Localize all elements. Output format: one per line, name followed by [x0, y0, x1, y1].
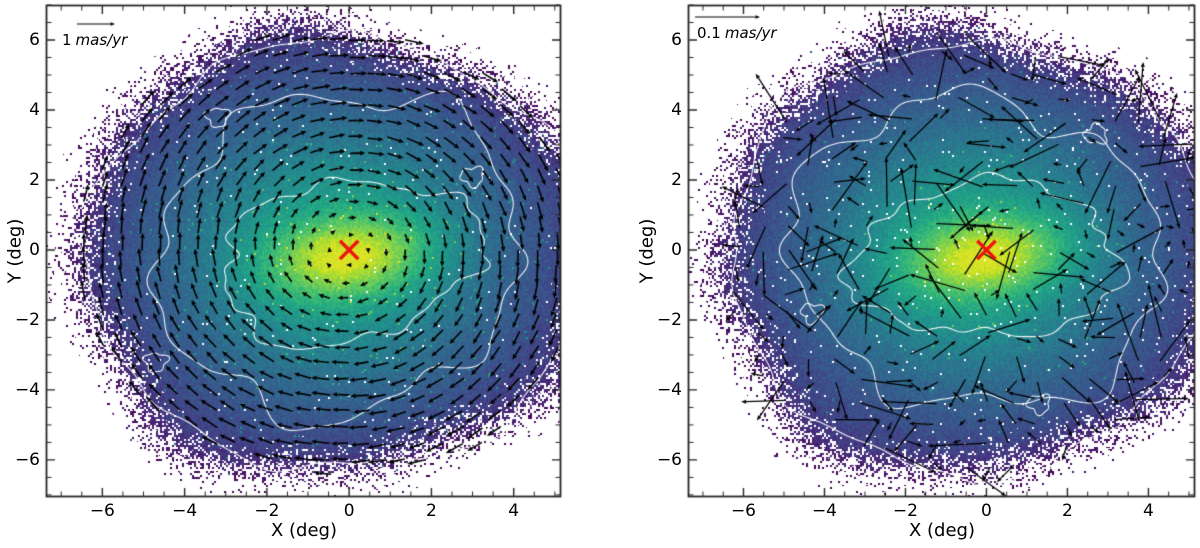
x-tick-label: 0 [981, 501, 992, 521]
quiver-key-right-value: 0.1 [697, 24, 721, 42]
x-tick-label: −2 [254, 501, 280, 521]
y-tick-label: −2 [656, 309, 682, 330]
y-tick-label: −2 [14, 309, 40, 330]
x-tick-label: 2 [426, 501, 437, 521]
y-tick-label: 0 [671, 239, 682, 260]
quiver-key-right: 0.1 mas/yr [697, 24, 777, 42]
y-tick-label: −6 [656, 449, 682, 470]
y-tick-label: −6 [14, 449, 40, 470]
y-tick-label: 2 [671, 169, 682, 190]
y-tick-label: 4 [29, 99, 40, 120]
x-tick-label: −4 [811, 501, 837, 521]
quiver-key-left-unit: mas/yr [75, 31, 128, 49]
x-axis-label-right: X (deg) [908, 520, 976, 541]
y-tick-label: 2 [29, 169, 40, 190]
y-tick-label: 6 [671, 29, 682, 50]
x-tick-label: −2 [892, 501, 918, 521]
x-tick-label: 4 [1143, 501, 1154, 521]
quiver-key-left: 1 mas/yr [62, 31, 127, 49]
x-tick-label: −6 [89, 501, 115, 521]
x-tick-label: 4 [508, 501, 520, 521]
x-tick-label: −6 [730, 501, 756, 521]
y-tick-label: 0 [29, 239, 40, 260]
y-tick-label: −4 [14, 379, 40, 400]
quiver-key-right-unit: mas/yr [724, 24, 777, 42]
y-tick-label: −4 [656, 379, 682, 400]
x-tick-label: −4 [172, 501, 198, 521]
x-tick-label: 0 [343, 501, 355, 521]
y-tick-label: 4 [671, 99, 682, 120]
quiver-key-left-value: 1 [62, 31, 72, 49]
x-tick-label: 2 [1062, 501, 1073, 521]
x-axis-label-left: X (deg) [270, 520, 338, 541]
y-tick-label: 6 [29, 29, 40, 50]
